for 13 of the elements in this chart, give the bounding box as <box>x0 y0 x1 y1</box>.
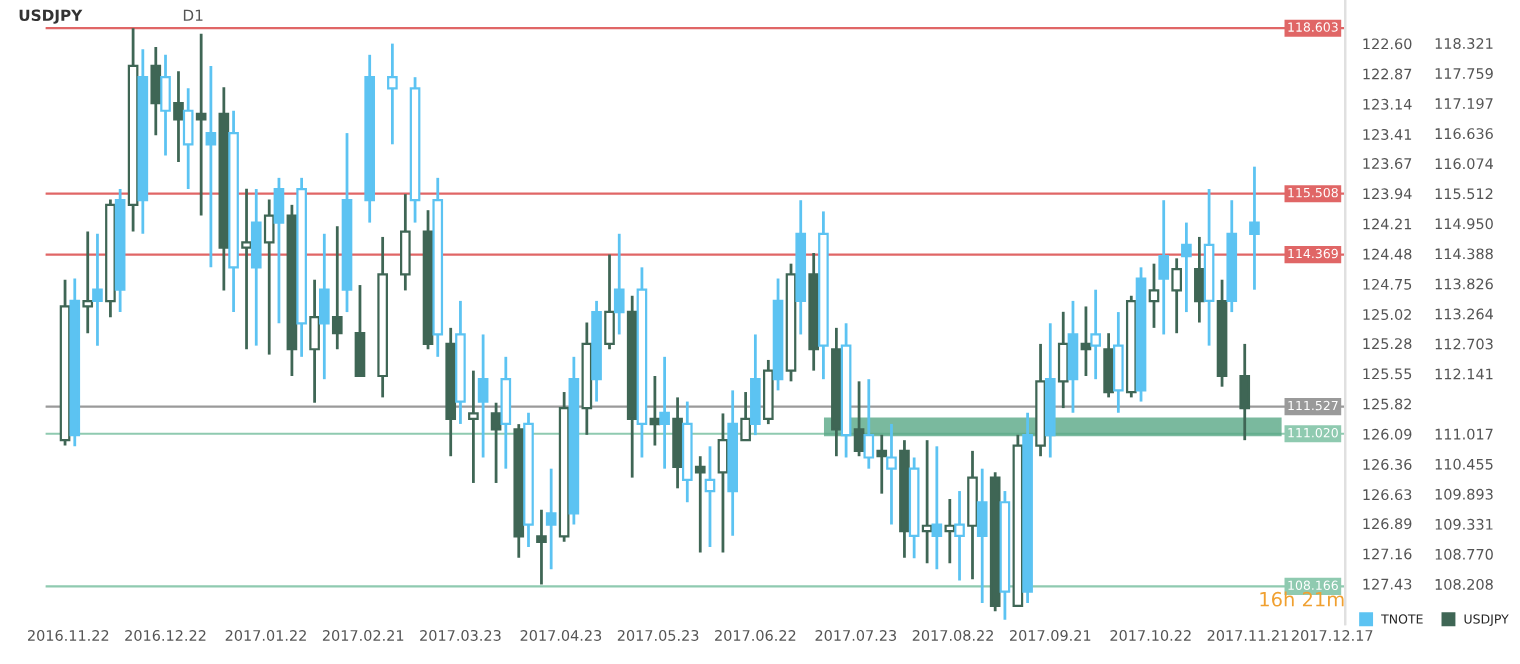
annotation: 16h 21m <box>1260 591 1344 607</box>
candlestick <box>387 42 398 146</box>
candlestick <box>354 283 366 378</box>
candlestick <box>740 390 751 442</box>
candlestick <box>1171 256 1182 335</box>
candlestick <box>750 333 761 437</box>
candlestick <box>1239 342 1251 442</box>
candlestick <box>490 401 502 485</box>
candlestick <box>1148 262 1160 330</box>
candlestick <box>1249 165 1260 292</box>
candlestick <box>331 224 343 351</box>
candlestick <box>263 198 275 356</box>
candlestick <box>613 232 625 336</box>
